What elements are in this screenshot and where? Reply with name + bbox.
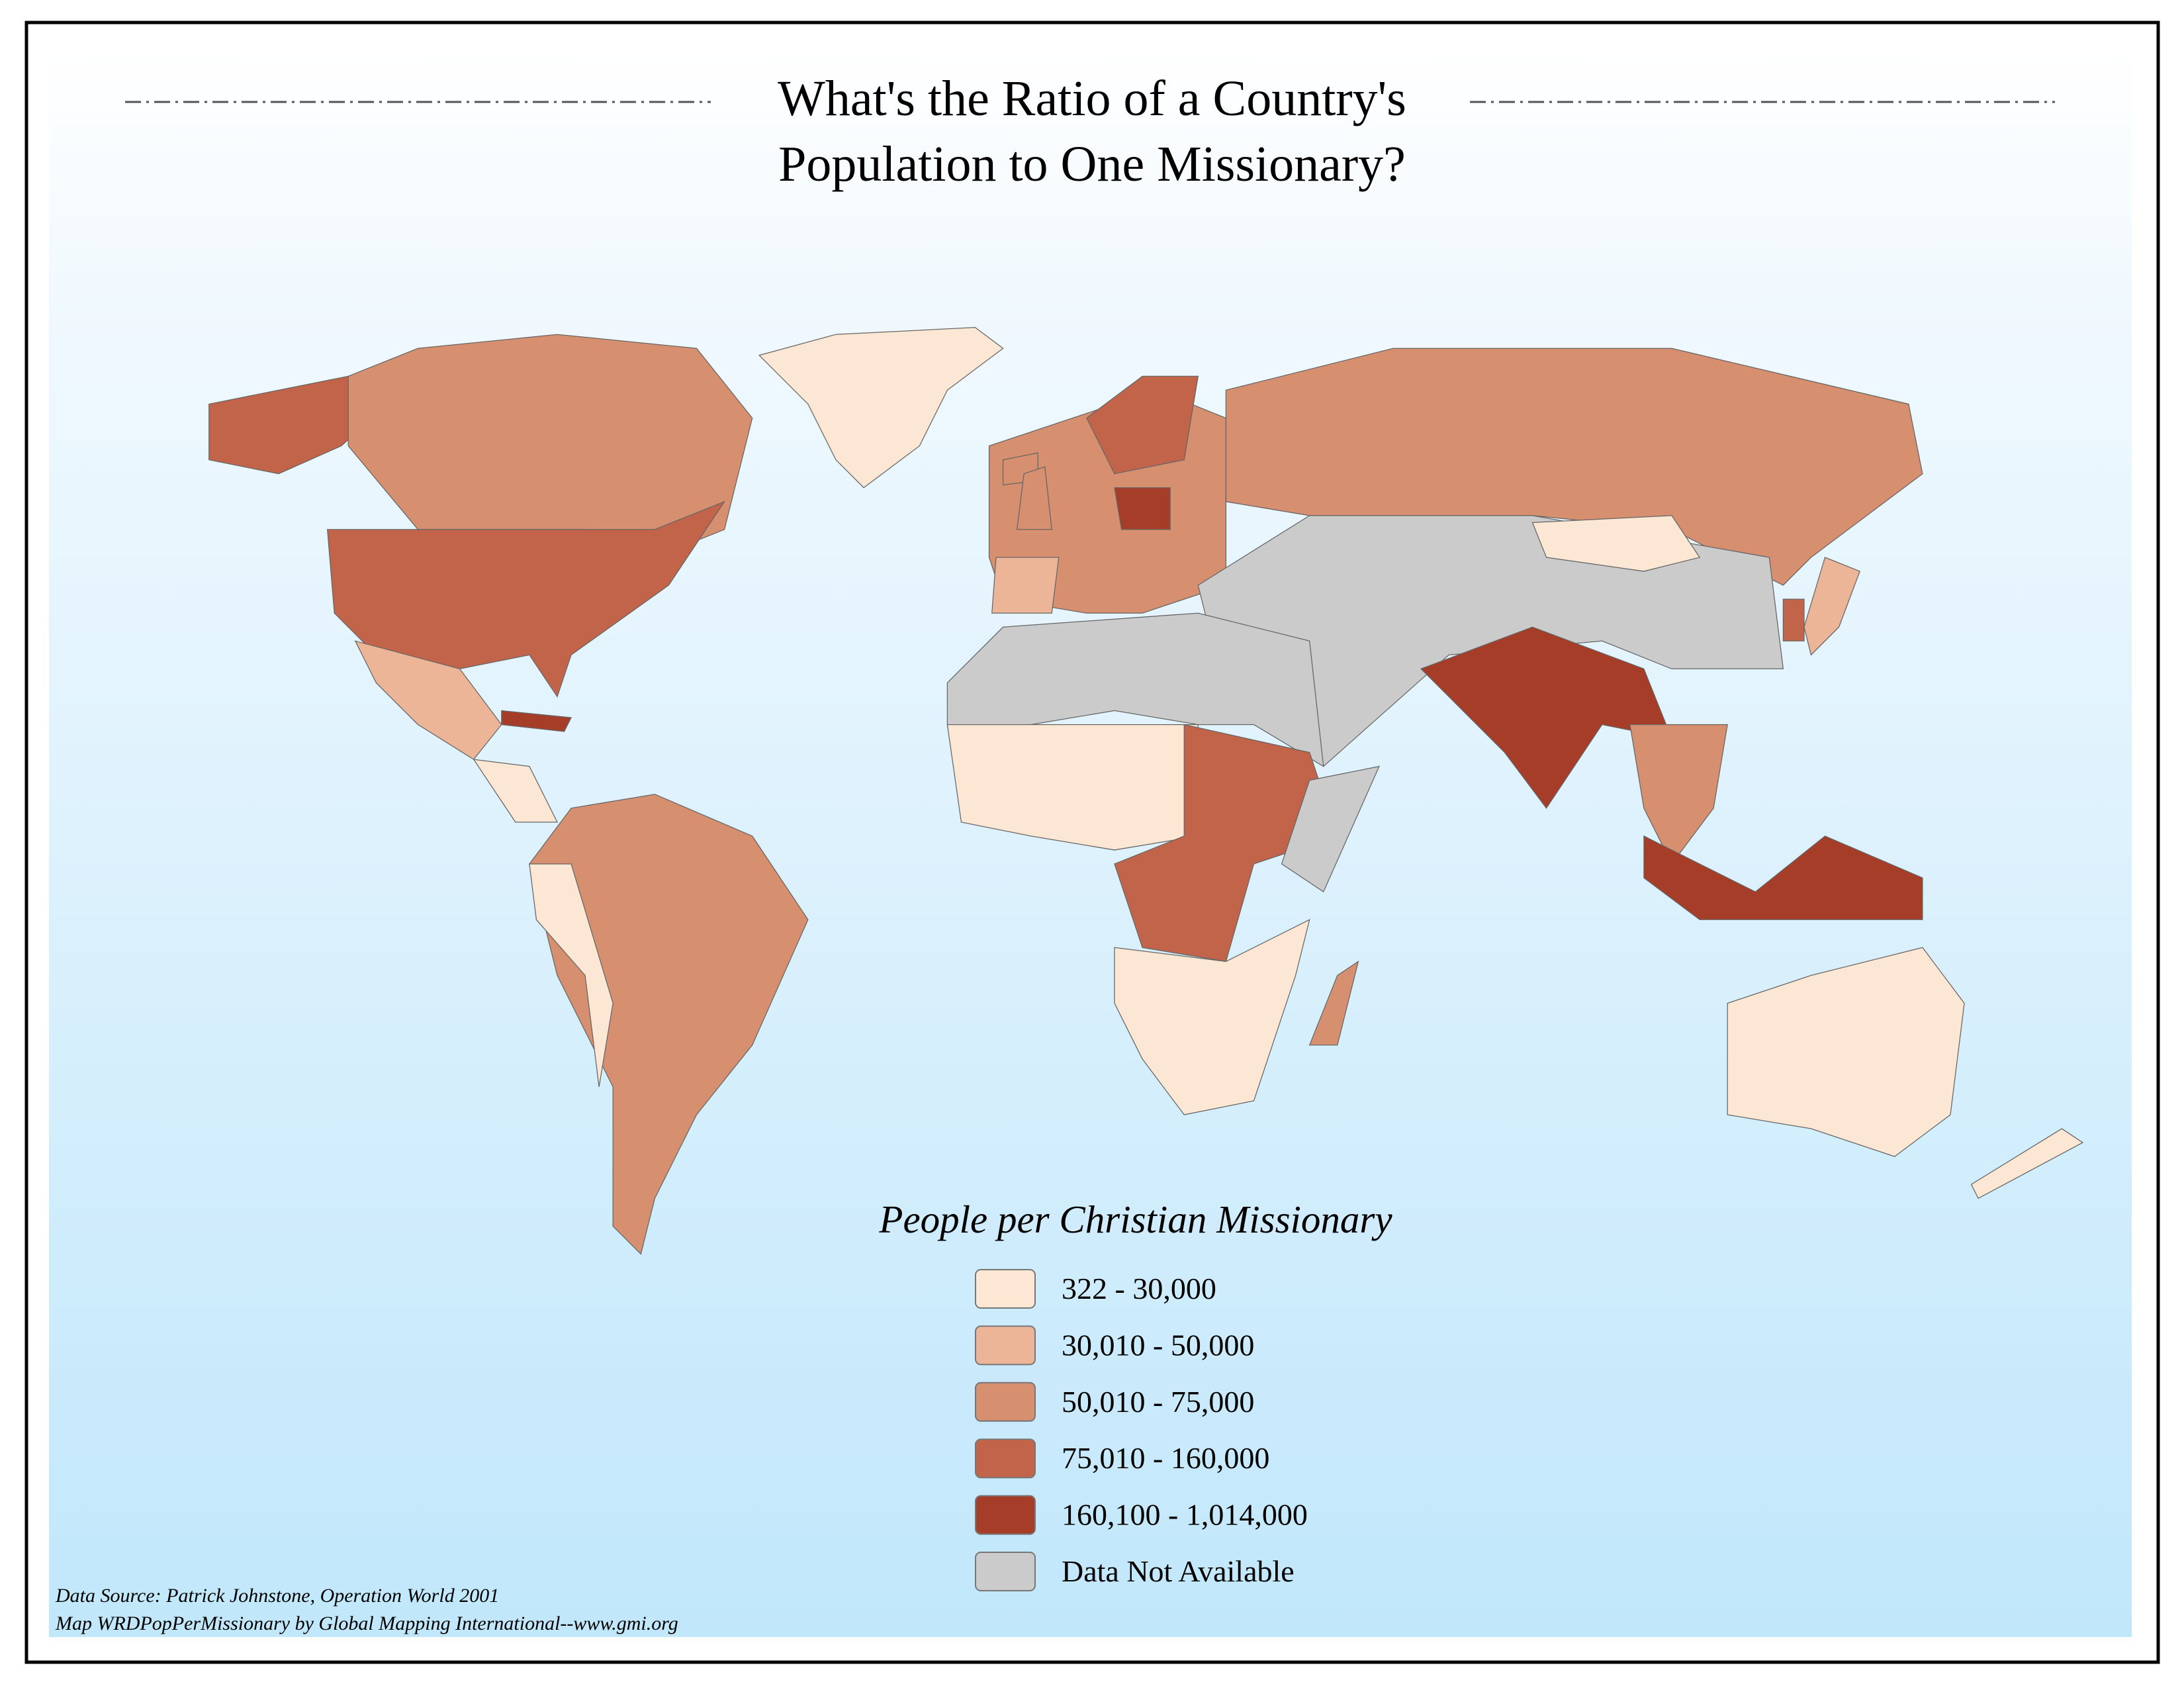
country-shape [1782, 598, 1805, 641]
country-shape [347, 334, 753, 558]
country-shape [1281, 765, 1381, 893]
legend-label: 322 - 30,000 [1062, 1272, 1216, 1305]
legend-swatch [975, 1325, 1036, 1366]
country-shape [1114, 919, 1310, 1115]
legend-label: Data Not Available [1062, 1554, 1295, 1588]
country-shape [1727, 947, 1965, 1157]
country-shape [529, 863, 614, 1088]
legend-label: 30,010 - 50,000 [1062, 1328, 1254, 1362]
country-shape [1629, 724, 1728, 865]
country-shape [1086, 375, 1199, 475]
legend-swatch [975, 1438, 1036, 1479]
world-map [208, 327, 2084, 1255]
country-shape [1308, 961, 1359, 1046]
country-shape [991, 557, 1060, 614]
country-shape [326, 500, 726, 698]
country-shape [1803, 557, 1860, 656]
country-shape [529, 794, 809, 1255]
legend-swatch [975, 1269, 1036, 1309]
country-shape [1016, 466, 1052, 530]
country-shape [1420, 626, 1673, 809]
legend-swatch [975, 1495, 1036, 1535]
legend-label: 75,010 - 160,000 [1062, 1441, 1269, 1475]
legend-swatch [975, 1552, 1036, 1591]
legend-label: 160,100 - 1,014,000 [1062, 1498, 1308, 1532]
source-note: Map WRDPopPerMissionary by Global Mappin… [55, 1613, 678, 1634]
source-note: Data Source: Patrick Johnstone, Operatio… [55, 1585, 499, 1607]
legend-label: 50,010 - 75,000 [1062, 1385, 1254, 1419]
legend-title: People per Christian Missionary [878, 1197, 1392, 1241]
title-line: What's the Ratio of a Country's [778, 71, 1406, 126]
country-shape [473, 759, 559, 823]
country-shape [501, 710, 572, 732]
country-shape [946, 724, 1199, 851]
country-shape [1531, 515, 1701, 572]
country-shape [758, 327, 1004, 489]
country-shape [1114, 487, 1171, 530]
country-shape [1970, 1128, 2084, 1199]
legend: 322 - 30,000 30,010 - 50,000 50,010 - 75,0… [975, 1269, 1308, 1591]
title-line: Population to One Missionary? [778, 136, 1406, 192]
country-shape [1643, 835, 1923, 920]
legend-swatch [975, 1382, 1036, 1422]
